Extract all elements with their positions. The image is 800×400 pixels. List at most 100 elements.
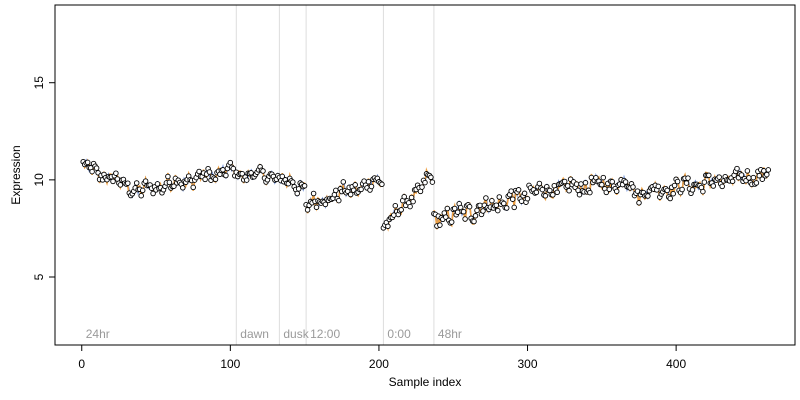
data-point <box>554 189 560 196</box>
data-point <box>401 193 407 200</box>
x-tick-label: 200 <box>369 357 389 371</box>
data-point <box>674 178 681 185</box>
data-point <box>683 180 690 186</box>
data-point <box>202 176 208 183</box>
data-point <box>667 195 673 202</box>
data-point <box>744 168 751 174</box>
data-point <box>511 204 517 211</box>
x-tick-label: 100 <box>220 357 240 371</box>
data-point <box>582 179 589 186</box>
data-point <box>471 218 477 225</box>
data-point <box>679 186 685 193</box>
data-point <box>503 205 510 211</box>
data-point <box>477 202 483 209</box>
data-point <box>515 187 522 193</box>
data-point <box>212 176 219 183</box>
data-point <box>352 182 358 188</box>
data-point <box>462 216 468 222</box>
data-point <box>220 167 226 173</box>
data-point <box>422 179 428 186</box>
data-point <box>578 181 584 187</box>
data-point <box>336 197 342 204</box>
data-point <box>368 183 375 190</box>
data-point <box>756 172 763 179</box>
data-point <box>340 179 347 185</box>
y-tick-label: 10 <box>32 173 46 187</box>
data-point <box>564 183 571 189</box>
data-point <box>407 203 413 210</box>
data-point <box>576 191 583 198</box>
data-point <box>142 178 149 184</box>
event-label: 0:00 <box>387 327 411 341</box>
data-point <box>734 165 740 172</box>
x-axis-label: Sample index <box>389 375 462 389</box>
data-point <box>150 190 156 197</box>
data-point <box>227 159 234 166</box>
data-point <box>379 181 385 188</box>
data-point <box>622 179 629 185</box>
data-point <box>190 184 196 191</box>
data-point <box>729 178 736 185</box>
data-point <box>93 165 100 171</box>
data-point <box>84 159 91 166</box>
data-point <box>700 188 706 195</box>
data-point <box>243 177 250 183</box>
data-point <box>689 187 696 193</box>
data-point <box>260 168 266 174</box>
data-point <box>706 172 712 179</box>
data-point <box>489 197 495 204</box>
data-point <box>304 207 311 213</box>
data-point <box>437 222 443 228</box>
data-point <box>524 195 531 202</box>
data-point <box>301 183 308 189</box>
data-point <box>655 183 662 190</box>
data-point <box>290 179 296 185</box>
data-point <box>719 183 725 190</box>
data-point <box>764 171 770 178</box>
x-tick-label: 300 <box>518 357 538 371</box>
y-axis-label: Expression <box>9 145 23 204</box>
data-point <box>138 192 144 199</box>
data-point <box>139 187 146 194</box>
data-point <box>428 174 434 181</box>
event-label: 24hr <box>86 327 110 341</box>
data-point <box>573 181 580 187</box>
data-point <box>444 205 451 212</box>
data-point <box>587 189 593 196</box>
data-point <box>474 207 480 214</box>
data-point <box>295 186 302 192</box>
data-point <box>613 188 620 195</box>
data-point <box>443 214 449 220</box>
data-point <box>448 219 455 225</box>
data-point <box>738 172 745 178</box>
data-point <box>466 203 473 210</box>
data-point <box>753 180 760 186</box>
data-point <box>716 174 722 180</box>
data-point <box>493 202 500 208</box>
data-point <box>110 178 116 185</box>
data-point <box>113 170 119 176</box>
data-point <box>600 174 607 181</box>
data-point <box>313 204 320 211</box>
data-point <box>322 201 329 208</box>
data-point <box>410 198 416 205</box>
data-point <box>710 183 717 189</box>
data-point <box>750 174 757 181</box>
data-point <box>518 198 525 204</box>
data-point <box>196 168 202 175</box>
y-tick-label: 5 <box>32 273 46 280</box>
data-point <box>533 189 540 196</box>
data-point <box>398 207 404 213</box>
data-point <box>536 180 543 187</box>
data-point <box>89 168 95 175</box>
data-point <box>701 179 708 185</box>
data-point <box>636 200 642 206</box>
data-point <box>561 178 568 185</box>
event-labels: 24hr dawn dusk 12:00 0:00 48hr <box>86 327 462 341</box>
data-point <box>279 173 286 180</box>
y-axis: 5 10 15 <box>32 76 56 280</box>
data-point <box>542 193 549 199</box>
data-point <box>599 181 605 188</box>
